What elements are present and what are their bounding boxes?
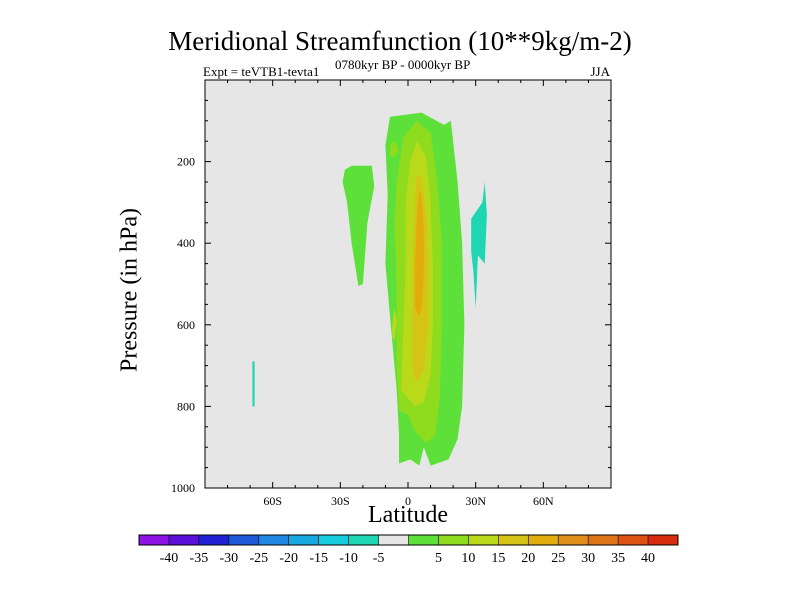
contour-region-9 xyxy=(252,361,255,407)
x-tick-label: 30N xyxy=(465,494,486,508)
colorbar-label: -5 xyxy=(373,551,385,566)
x-tick-label: 60S xyxy=(263,494,282,508)
colorbar-label: 10 xyxy=(461,551,475,566)
colorbar-swatch xyxy=(139,535,169,545)
colorbar-swatch xyxy=(168,535,199,545)
colorbar-swatch xyxy=(348,535,379,545)
colorbar-swatch xyxy=(528,535,559,545)
colorbar-swatch xyxy=(318,535,349,545)
colorbar-label: -30 xyxy=(219,551,238,566)
colorbar-swatch xyxy=(198,535,229,545)
colorbar-swatch xyxy=(498,535,529,545)
colorbar-label: -10 xyxy=(339,551,358,566)
y-tick-label: 800 xyxy=(177,399,195,413)
time-range-label: 0780kyr BP - 0000kyr BP xyxy=(335,57,471,72)
x-axis-title: Latitude xyxy=(368,502,448,528)
x-tick-label: 0 xyxy=(405,494,411,508)
contour-region-3 xyxy=(390,141,399,158)
colorbar-label: -25 xyxy=(249,551,268,566)
colorbar-label: -40 xyxy=(160,551,179,566)
colorbar-label: 30 xyxy=(581,551,595,566)
y-tick-label: 1000 xyxy=(171,481,195,495)
colorbar-label: 35 xyxy=(611,551,625,566)
colorbar-label: -35 xyxy=(190,551,209,566)
season-label: JJA xyxy=(590,64,610,79)
colorbar-label: 5 xyxy=(435,551,442,566)
colorbar-label: 20 xyxy=(521,551,535,566)
colorbar-swatch xyxy=(228,535,259,545)
colorbar-label: -15 xyxy=(309,551,328,566)
colorbar-label: 25 xyxy=(551,551,565,566)
colorbar-label: 40 xyxy=(641,551,655,566)
colorbar-swatch xyxy=(468,535,499,545)
experiment-label: Expt = teVTB1-tevta1 xyxy=(203,64,320,79)
colorbar-swatch xyxy=(438,535,469,545)
x-tick-label: 60N xyxy=(533,494,554,508)
axes: 60S 30S 0 30N 60N 200 400 600 800 1000 xyxy=(171,79,612,508)
colorbar-swatch xyxy=(618,535,649,545)
x-tick-label: 30S xyxy=(331,494,350,508)
colorbar-label: -20 xyxy=(279,551,298,566)
plot-area xyxy=(205,80,611,488)
colorbar-swatch xyxy=(588,535,619,545)
colorbar-swatch xyxy=(378,535,409,545)
contour-region-1 xyxy=(342,165,375,286)
contour-region-6 xyxy=(414,190,424,317)
colorbar-swatch xyxy=(288,535,319,545)
colorbar: -40 -35 -30 -25 -20 -15 -10 -5 5 10 15 20 25 30 35 40 xyxy=(138,534,679,566)
contour-region-8 xyxy=(471,182,487,309)
colorbar-label: 15 xyxy=(491,551,505,566)
y-tick-label: 600 xyxy=(177,318,195,332)
colorbar-swatch xyxy=(558,535,589,545)
colorbar-swatch xyxy=(648,535,678,545)
colorbar-swatch xyxy=(408,535,439,545)
chart-title: Meridional Streamfunction (10**9kg/m-2) xyxy=(168,26,632,56)
contour-region-7 xyxy=(392,308,397,342)
y-tick-label: 400 xyxy=(177,236,195,250)
colorbar-swatch xyxy=(258,535,289,545)
y-tick-label: 200 xyxy=(177,155,195,169)
